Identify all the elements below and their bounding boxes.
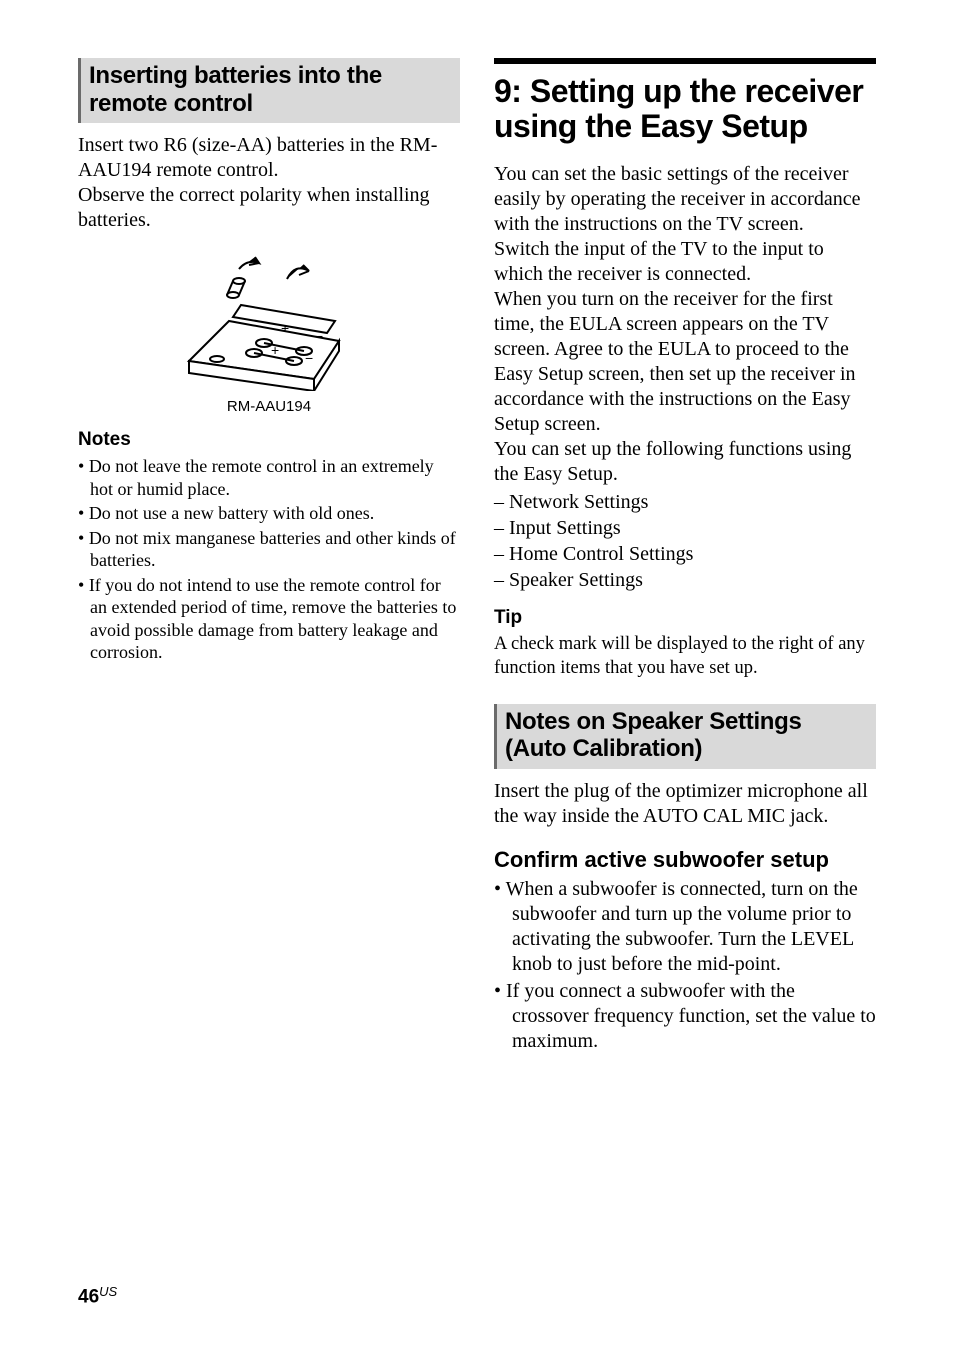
page-number: 46US [78, 1284, 117, 1308]
remote-battery-figure: + − + − [78, 251, 460, 415]
left-paragraph: Insert two R6 (size-AA) batteries in the… [78, 133, 460, 233]
confirm-list: When a subwoofer is connected, turn on t… [494, 877, 876, 1054]
left-column: Inserting batteries into the remote cont… [78, 58, 460, 1056]
list-item: Do not leave the remote control in an ex… [78, 455, 460, 500]
tip-heading: Tip [494, 607, 876, 629]
list-item: Speaker Settings [494, 567, 876, 593]
list-item: If you do not intend to use the remote c… [78, 574, 460, 664]
list-item: Do not use a new battery with old ones. [78, 502, 460, 525]
speaker-notes-body: Insert the plug of the optimizer microph… [494, 779, 876, 829]
svg-text:−: − [305, 350, 313, 366]
notes-list: Do not leave the remote control in an ex… [78, 455, 460, 664]
notes-heading: Notes [78, 429, 460, 451]
svg-text:−: − [315, 328, 323, 344]
left-heading-bar: Inserting batteries into the remote cont… [78, 58, 460, 123]
function-list: Network Settings Input Settings Home Con… [494, 489, 876, 593]
speaker-notes-bar: Notes on Speaker Settings (Auto Calibrat… [494, 704, 876, 769]
list-item: Do not mix manganese batteries and other… [78, 527, 460, 572]
page-number-suffix: US [99, 1284, 117, 1299]
list-item: When a subwoofer is connected, turn on t… [494, 877, 876, 977]
figure-caption: RM-AAU194 [78, 398, 460, 415]
confirm-heading: Confirm active subwoofer setup [494, 847, 876, 873]
list-item: Home Control Settings [494, 541, 876, 567]
speaker-notes-heading: Notes on Speaker Settings (Auto Calibrat… [505, 708, 868, 763]
remote-battery-illustration-icon: + − + − [169, 251, 369, 391]
section-rule [494, 58, 876, 64]
list-item: Network Settings [494, 489, 876, 515]
right-column: 9: Setting up the receiver using the Eas… [494, 58, 876, 1056]
list-item: Input Settings [494, 515, 876, 541]
svg-text:+: + [281, 320, 289, 336]
svg-text:+: + [271, 342, 279, 358]
list-item: If you connect a subwoofer with the cros… [494, 979, 876, 1054]
left-heading: Inserting batteries into the remote cont… [89, 62, 452, 117]
two-column-layout: Inserting batteries into the remote cont… [78, 58, 876, 1056]
right-paragraph: You can set the basic settings of the re… [494, 162, 876, 487]
section-title: 9: Setting up the receiver using the Eas… [494, 74, 876, 144]
page-number-value: 46 [78, 1286, 99, 1307]
tip-body: A check mark will be displayed to the ri… [494, 633, 876, 679]
